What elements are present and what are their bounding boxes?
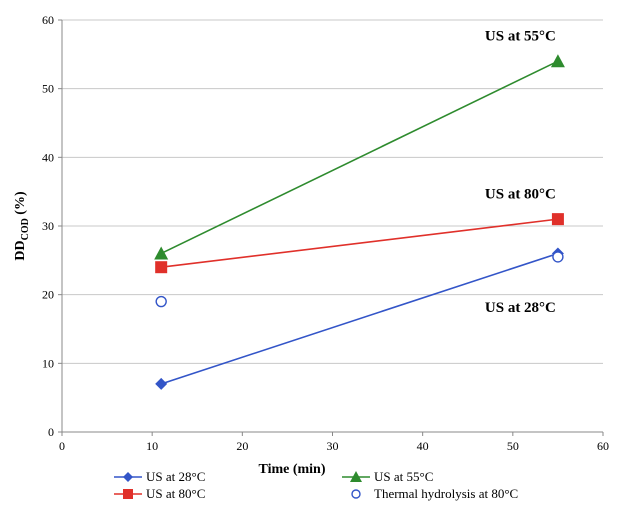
x-tick-label: 10: [146, 439, 158, 453]
x-tick-label: 30: [327, 439, 339, 453]
legend: US at 28°C US at 55°C US at 80°C Thermal hy…: [114, 469, 518, 501]
y-tick-label: 60: [42, 13, 54, 27]
data-point-1-1: [550, 54, 565, 68]
legend-label: US at 55°C: [374, 469, 433, 484]
data-point-3-1: [552, 251, 564, 263]
series-2: [155, 213, 564, 274]
x-tick-label: 60: [597, 439, 609, 453]
x-tick-label: 50: [507, 439, 519, 453]
y-axis-title: DDCOD (%): [13, 191, 31, 261]
legend-item-1: US at 55°C: [342, 469, 433, 484]
x-axis-title: Time (min): [258, 462, 325, 477]
series-line-2: [161, 218, 559, 268]
data-point-2-0: [155, 261, 168, 274]
legend-label: US at 28°C: [146, 469, 205, 484]
annotation-label: US at 28°C: [485, 300, 556, 316]
legend-item-0: US at 28°C: [114, 469, 205, 484]
x-tick-label: 40: [417, 439, 429, 453]
series-layer: [154, 54, 565, 390]
data-point-0-0: [155, 377, 168, 390]
data-point-1-0: [154, 246, 169, 260]
legend-item-2: US at 80°C: [114, 486, 205, 501]
y-tick-label: 20: [42, 288, 54, 302]
legend-label: US at 80°C: [146, 486, 205, 501]
annotation-label: US at 80°C: [485, 187, 556, 203]
series-line-1: [160, 60, 559, 255]
legend-marker: [123, 472, 133, 482]
grid-lines: [62, 19, 603, 364]
y-tick-label: 30: [42, 219, 54, 233]
x-tick-label: 0: [59, 439, 65, 453]
y-tick-label: 40: [42, 150, 54, 164]
y-axis-title-suffix: (%): [13, 191, 28, 218]
y-tick-label: 10: [42, 356, 54, 370]
axes: 0 10 20 30 40 50 60 0 10 20 30 40 50 60 Time (min) DDCO…: [13, 13, 609, 477]
legend-label: Thermal hydrolysis at 80°C: [374, 486, 518, 501]
series-1: [154, 54, 565, 260]
series-3: [155, 251, 564, 308]
y-tick-label: 0: [48, 425, 54, 439]
y-tick-label: 50: [42, 82, 54, 96]
legend-marker: [123, 489, 133, 499]
x-tick-label: 20: [236, 439, 248, 453]
legend-marker: [350, 471, 362, 482]
legend-item-3: Thermal hydrolysis at 80°C: [351, 486, 518, 501]
data-point-2-1: [551, 213, 564, 226]
annotations: US at 55°C US at 80°C US at 28°C: [485, 29, 556, 316]
data-point-3-0: [155, 295, 167, 308]
y-axis-title-main: DD: [13, 240, 28, 260]
annotation-label: US at 55°C: [485, 29, 556, 45]
legend-marker: [351, 489, 361, 499]
series-line-0: [160, 252, 559, 385]
y-axis-title-subscript: COD: [20, 218, 31, 240]
series-0: [155, 247, 564, 390]
